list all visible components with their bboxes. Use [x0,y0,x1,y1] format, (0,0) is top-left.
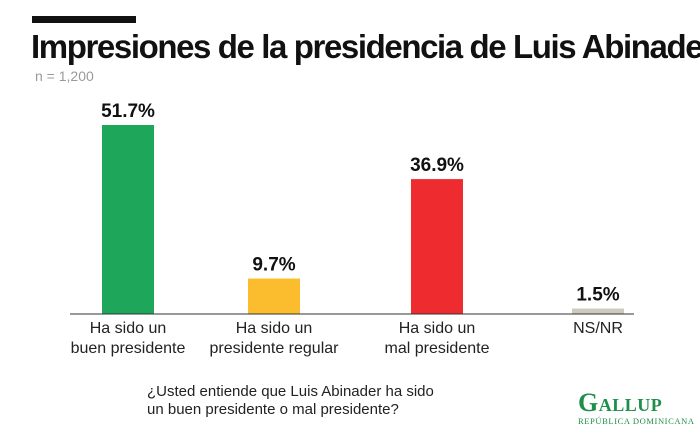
bar-1 [102,125,154,314]
question-line-2: un buen presidente o mal presidente? [147,401,399,418]
logo-subtitle: República Dominicana [578,416,695,426]
sample-size: n = 1,200 [35,68,94,84]
value-label-4: 1.5% [576,285,619,306]
top-rule [32,16,136,23]
category-label-1-line-2: buen presidente [71,340,186,357]
value-label-1: 51.7% [101,101,155,122]
bar-3 [411,179,463,314]
bar-2 [248,278,300,314]
survey-question: ¿Usted entiende que Luis Abinader ha sid… [147,383,487,419]
category-label-4-line-1: NS/NR [573,320,623,337]
category-label-1-line-1: Ha sido un [90,320,167,337]
bar-4 [572,308,624,314]
category-label-3-line-1: Ha sido un [399,320,476,337]
gallup-logo: Gallup República Dominicana [578,388,695,427]
question-line-1: ¿Usted entiende que Luis Abinader ha sid… [147,383,434,400]
chart-title: Impresiones de la presidencia de Luis Ab… [31,28,700,65]
value-label-3: 36.9% [410,155,464,176]
category-label-3-line-2: mal presidente [385,340,490,357]
category-label-2-line-2: presidente regular [210,340,340,357]
value-label-2: 9.7% [252,255,295,276]
logo-name: Gallup [578,388,663,417]
category-label-2-line-1: Ha sido un [236,320,313,337]
